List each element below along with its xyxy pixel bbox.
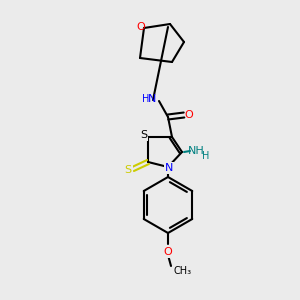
Text: O: O	[136, 22, 146, 32]
Text: O: O	[184, 110, 194, 120]
Text: O: O	[164, 247, 172, 257]
Text: N: N	[165, 163, 173, 173]
Text: NH: NH	[188, 146, 204, 156]
Text: H: H	[142, 94, 150, 104]
Text: S: S	[140, 130, 148, 140]
Text: S: S	[124, 165, 132, 175]
Text: N: N	[148, 94, 156, 104]
Text: CH₃: CH₃	[174, 266, 192, 276]
Text: H: H	[202, 151, 210, 161]
